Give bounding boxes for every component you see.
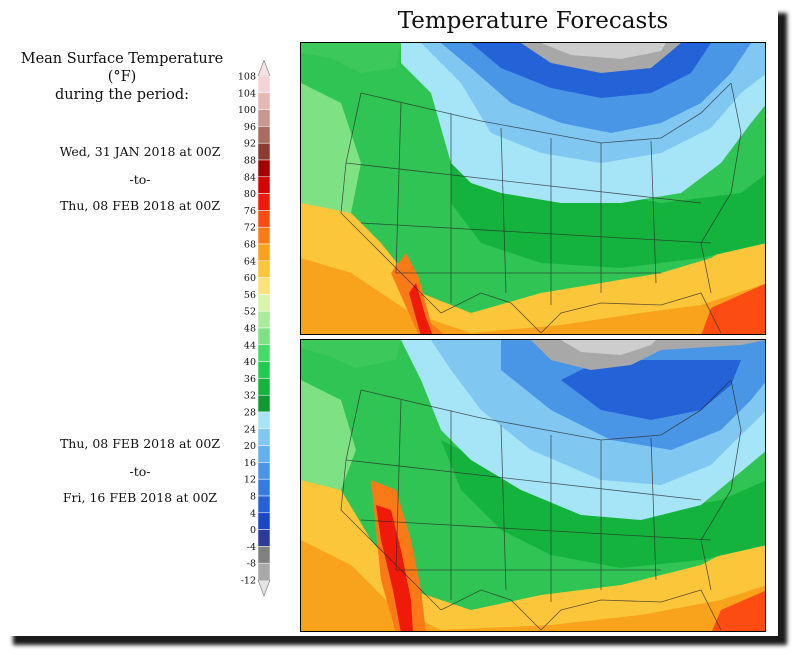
scale-tick-label: -4 xyxy=(247,542,256,553)
scale-band xyxy=(257,277,271,295)
scale-band xyxy=(257,75,271,94)
scale-tick-label: 20 xyxy=(244,441,256,452)
scale-tick-label: 16 xyxy=(244,458,256,469)
scale-tick-label: 52 xyxy=(244,307,256,318)
temperature-color-scale: 1081041009692888480767268646056524844403… xyxy=(238,60,271,597)
scale-band xyxy=(257,378,271,396)
scale-tick-label: 44 xyxy=(244,340,256,351)
period-2-separator: -to- xyxy=(129,464,151,479)
forecast-map-week-1 xyxy=(300,42,766,335)
scale-band xyxy=(257,243,271,262)
scale-tick-label: 60 xyxy=(244,273,256,284)
scale-band xyxy=(257,546,271,564)
scale-tick-label: 48 xyxy=(244,324,256,335)
period-1-start: Wed, 31 JAN 2018 at 00Z xyxy=(59,144,221,159)
scale-tick-label: 40 xyxy=(244,357,256,368)
scale-tick-label: 12 xyxy=(244,475,256,486)
forecast-map-week-2 xyxy=(300,339,766,632)
legend-title: Mean Surface Temperature (°F) during the… xyxy=(14,50,230,104)
scale-tick-label: 84 xyxy=(244,172,256,183)
scale-tick-label: 4 xyxy=(250,508,256,519)
scale-tick-label: 0 xyxy=(250,525,256,536)
page-title: Temperature Forecasts xyxy=(397,8,669,34)
scale-tick-label: 96 xyxy=(244,122,256,133)
scale-band xyxy=(257,142,271,161)
scale-band xyxy=(257,92,271,110)
scale-tick-label: 36 xyxy=(244,374,256,385)
scale-band xyxy=(257,294,271,312)
scale-band xyxy=(257,327,271,346)
scale-band xyxy=(257,159,271,178)
legend-title-line2: during the period: xyxy=(54,87,190,103)
scale-tick-label: -12 xyxy=(241,576,256,587)
scale-band xyxy=(257,495,271,514)
scale-tick-label: 8 xyxy=(250,492,256,503)
scale-top-arrow xyxy=(257,60,271,77)
scale-band xyxy=(257,210,271,228)
scale-tick-label: 56 xyxy=(244,290,256,301)
scale-band xyxy=(257,226,271,245)
scale-band xyxy=(257,394,271,413)
scale-tick-label: 108 xyxy=(238,72,256,83)
scale-tick-label: 28 xyxy=(244,408,256,419)
scale-band xyxy=(257,361,271,379)
legend-title-line1: Mean Surface Temperature (°F) xyxy=(20,51,224,85)
map-week-2 xyxy=(301,340,765,631)
scale-band xyxy=(257,411,271,430)
map-week-1 xyxy=(301,43,765,334)
scale-tick-label: -8 xyxy=(247,559,256,570)
scale-tick-label: 76 xyxy=(244,206,256,217)
scale-band xyxy=(257,176,271,194)
scale-tick-label: 24 xyxy=(244,424,256,435)
scale-band xyxy=(257,344,271,362)
scale-band xyxy=(257,512,271,530)
scale-band xyxy=(257,529,271,547)
period-2-start: Thu, 08 FEB 2018 at 00Z xyxy=(59,436,221,451)
scale-tick-label: 80 xyxy=(244,189,256,200)
period-1-separator: -to- xyxy=(129,172,151,187)
scale-bottom-arrow xyxy=(257,579,271,597)
scale-band xyxy=(257,109,271,127)
scale-tick-label: 104 xyxy=(238,88,256,99)
scale-band xyxy=(257,126,271,144)
scale-tick-label: 64 xyxy=(244,256,256,267)
scale-tick-label: 72 xyxy=(244,223,256,234)
period-2-end: Fri, 16 FEB 2018 at 00Z xyxy=(62,490,218,505)
scale-tick-label: 68 xyxy=(244,240,256,251)
scale-band xyxy=(257,445,271,463)
scale-band xyxy=(257,193,271,211)
scale-tick-label: 100 xyxy=(238,105,256,116)
scale-tick-label: 88 xyxy=(244,156,256,167)
period-1-end: Thu, 08 FEB 2018 at 00Z xyxy=(59,198,221,213)
scale-tick-label: 32 xyxy=(244,391,256,402)
scale-band xyxy=(257,478,271,497)
scale-band xyxy=(257,562,271,581)
scale-band xyxy=(257,260,271,278)
scale-band xyxy=(257,310,271,329)
scale-tick-label: 92 xyxy=(244,139,256,150)
scale-band xyxy=(257,428,271,446)
scale-band xyxy=(257,462,271,480)
